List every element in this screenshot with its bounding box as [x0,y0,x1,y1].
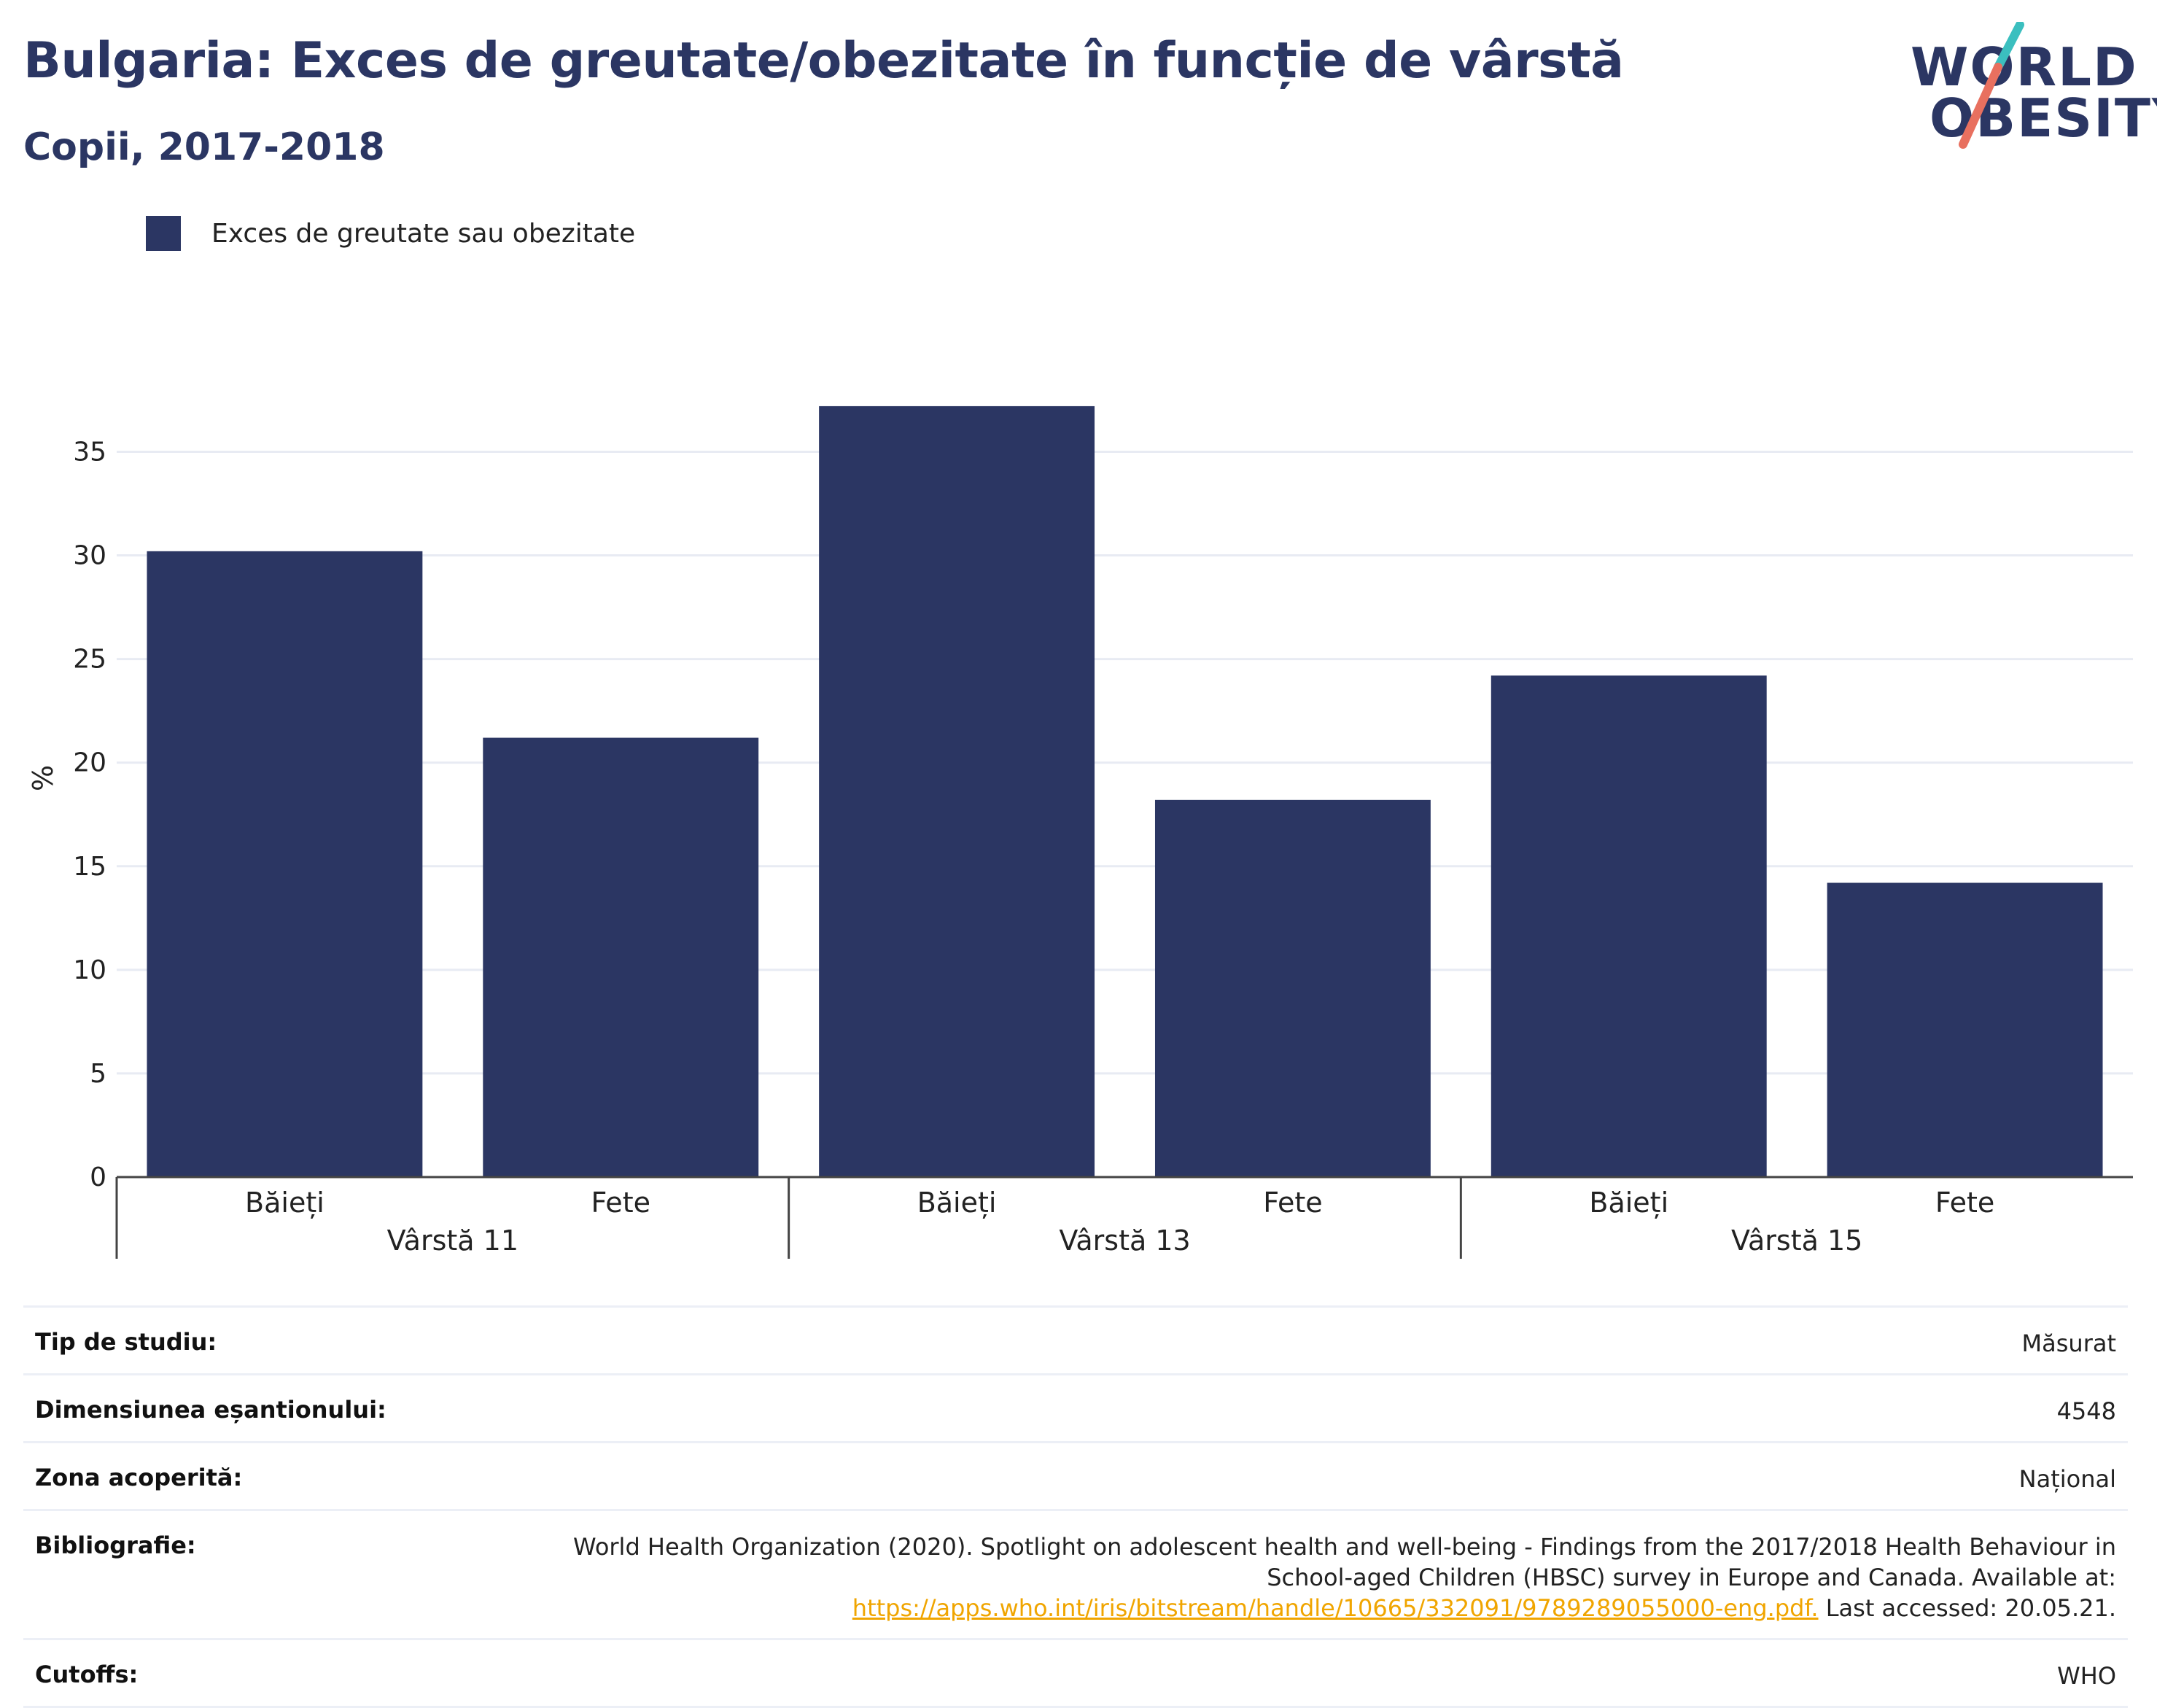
y-tick-label: 20 [73,748,106,778]
world-obesity-logo: WORLD OBESITY [1896,22,2157,153]
info-row-study-type: Tip de studiu: Măsurat [23,1305,2128,1373]
y-tick-label: 35 [73,437,106,467]
bar-chart: 0 5 10 15 20 25 30 35% Băieți Fete Vârstă 11 Băieți… [27,405,2133,1259]
study-type-value: Măsurat [2021,1329,2116,1357]
y-tick-label: 0 [90,1162,106,1192]
chart-subtitle: Copii, 2017-2018 [23,125,385,169]
bibliography-line2: School-aged Children (HBSC) survey in Eu… [1267,1564,2116,1591]
sample-size-label: Dimensiunea eșantionului: [35,1396,386,1424]
x-tick-label: Fete [591,1187,650,1219]
x-group-label: Vârstă 11 [387,1224,518,1257]
x-group-label: Vârstă 13 [1059,1224,1190,1257]
bar[interactable] [1491,675,1767,1177]
info-row-cutoffs: Cutoffs: WHO [23,1638,2128,1708]
x-group-label: Vârstă 15 [1731,1224,1862,1257]
y-tick-label: 10 [73,955,106,985]
coverage-label: Zona acoperită: [35,1464,243,1491]
y-tick-label: 15 [73,852,106,882]
bibliography-link[interactable]: https://apps.who.int/iris/bitstream/hand… [852,1594,1819,1622]
bibliography-accessed: Last accessed: 20.05.21. [1818,1594,2116,1622]
y-axis-label: % [27,765,59,791]
study-type-label: Tip de studiu: [35,1328,217,1356]
info-row-bibliography: Bibliografie: World Health Organization … [23,1509,2128,1638]
y-tick-label: 30 [73,541,106,571]
bar[interactable] [1154,799,1431,1177]
x-tick-label: Băieți [1589,1187,1668,1219]
bar[interactable] [819,405,1095,1178]
coverage-value: Național [2018,1465,2116,1493]
legend-label: Exces de greutate sau obezitate [211,218,636,249]
bar[interactable] [147,551,423,1177]
logo-slash-icon [1959,22,2024,149]
x-tick-label: Fete [1263,1187,1322,1219]
logo-line1: WORLD [1911,36,2138,98]
bibliography-value: World Health Organization (2020). Spotli… [573,1532,2116,1623]
y-tick-label: 5 [90,1059,106,1089]
x-tick-label: Băieți [245,1187,324,1219]
x-tick-label: Băieți [917,1187,997,1219]
info-table: Tip de studiu: Măsurat Dimensiunea eșant… [23,1305,2128,1708]
sample-size-value: 4548 [2056,1397,2116,1425]
legend-swatch [146,216,181,251]
cutoffs-label: Cutoffs: [35,1661,139,1688]
bar[interactable] [1827,882,2103,1177]
info-row-coverage: Zona acoperită: Național [23,1441,2128,1509]
cutoffs-value: WHO [2057,1662,2116,1690]
info-row-sample-size: Dimensiunea eșantionului: 4548 [23,1373,2128,1441]
y-tick-label: 25 [73,645,106,675]
bar[interactable] [483,737,759,1177]
bibliography-line1: World Health Organization (2020). Spotli… [573,1533,2116,1561]
chart-legend[interactable]: Exces de greutate sau obezitate [146,216,635,251]
x-tick-label: Fete [1935,1187,1994,1219]
chart-title: Bulgaria: Exces de greutate/obezitate în… [23,32,1624,90]
bibliography-label: Bibliografie: [35,1532,196,1559]
